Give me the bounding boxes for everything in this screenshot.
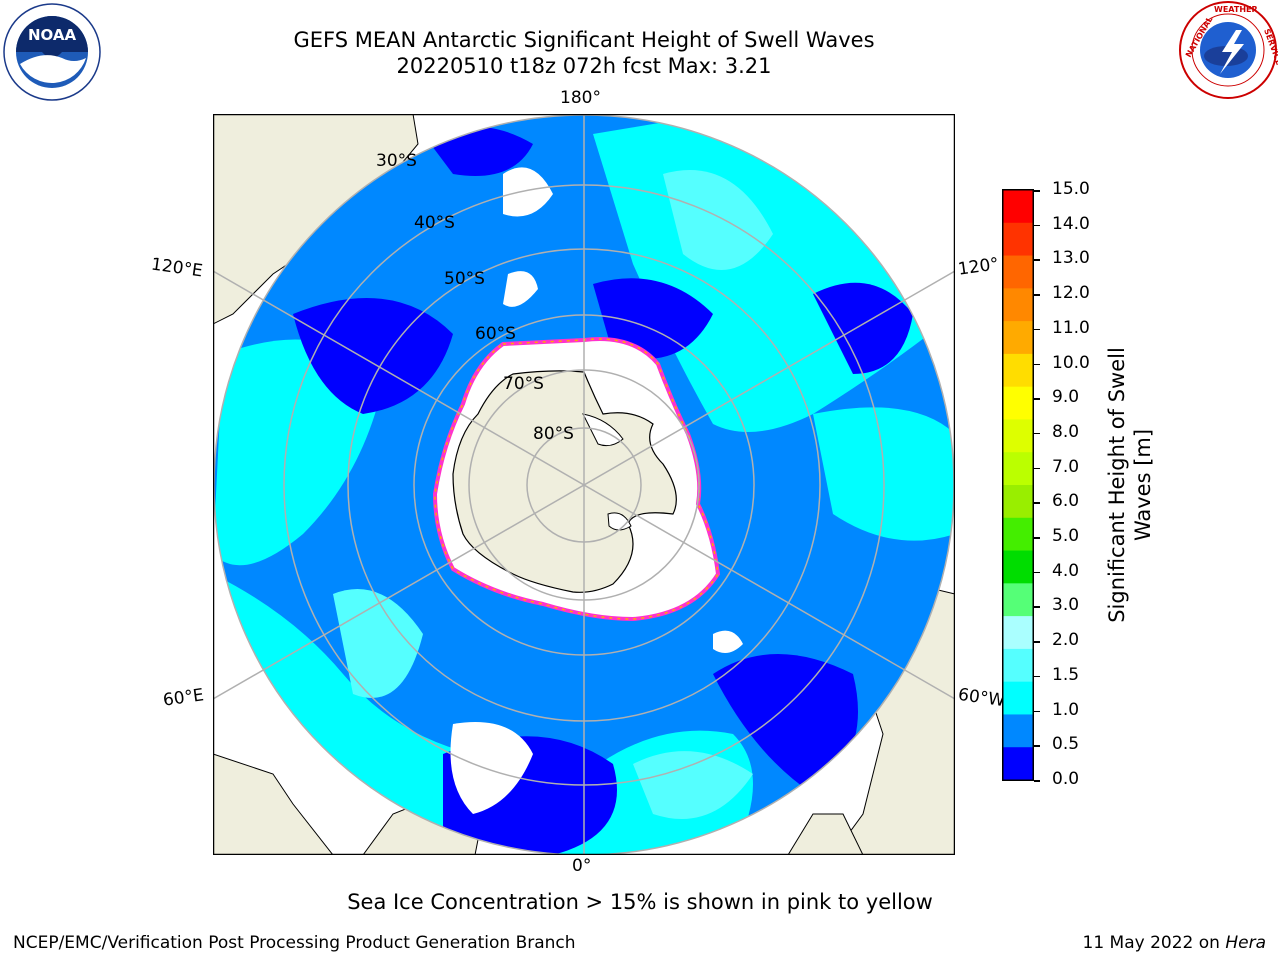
footer-credit: NCEP/EMC/Verification Post Processing Pr…	[13, 933, 576, 953]
colorbar-segment	[1003, 616, 1033, 650]
colorbar-tick-mark	[1034, 467, 1040, 470]
colorbar-segment	[1003, 747, 1033, 781]
colorbar-tick-label: 13.0	[1052, 248, 1090, 269]
colorbar-segment	[1003, 190, 1033, 224]
lat-label-30s: 30°S	[376, 151, 417, 171]
chart-title: GEFS MEAN Antarctic Significant Height o…	[293, 28, 875, 52]
colorbar-tick-mark	[1034, 571, 1040, 574]
colorbar-tick-label: 9.0	[1052, 387, 1080, 408]
footer-host: Hera	[1225, 933, 1266, 953]
colorbar-segment	[1003, 714, 1033, 748]
lat-label-40s: 40°S	[414, 213, 455, 233]
swell-height-map	[213, 114, 955, 855]
footer-date-text: 11 May 2022 on	[1082, 933, 1226, 953]
colorbar-tick-label: 4.0	[1052, 560, 1080, 581]
colorbar-segment	[1003, 485, 1033, 519]
colorbar-tick-label: 3.0	[1052, 595, 1080, 616]
lat-label-80s: 80°S	[533, 424, 574, 444]
colorbar-tick-mark	[1034, 641, 1040, 643]
colorbar-tick-mark	[1034, 780, 1040, 782]
colorbar-tick-label: 14.0	[1052, 213, 1090, 234]
colorbar-tick-mark	[1034, 675, 1040, 678]
lat-label-50s: 50°S	[444, 269, 485, 289]
footer-date: 11 May 2022 on Hera	[1083, 933, 1267, 953]
colorbar-title-line1: Significant Height of Swell	[1105, 347, 1129, 623]
colorbar-tick-mark	[1034, 190, 1040, 192]
colorbar-segment	[1003, 452, 1033, 486]
colorbar-tick-mark	[1034, 606, 1040, 608]
noaa-logo: NOAA	[3, 3, 101, 101]
colorbar-tick-label: 5.0	[1052, 526, 1080, 547]
colorbar-tick-mark	[1034, 432, 1040, 435]
chart-subtitle: 20220510 t18z 072h fcst Max: 3.21	[396, 54, 772, 78]
colorbar	[1002, 189, 1034, 781]
colorbar-tick-label: 2.0	[1052, 630, 1080, 651]
colorbar-segment	[1003, 648, 1033, 683]
lon-label-0: 0°	[572, 856, 592, 876]
colorbar-segment	[1003, 550, 1033, 584]
colorbar-tick-label: 0.5	[1052, 734, 1080, 755]
svg-text:WEATHER: WEATHER	[1214, 5, 1258, 14]
svg-text:NOAA: NOAA	[28, 26, 77, 44]
lon-label-180: 180°	[560, 88, 601, 108]
colorbar-segment	[1003, 419, 1033, 453]
lat-label-70s: 70°S	[503, 374, 544, 394]
sea-ice-caption: Sea Ice Concentration > 15% is shown in …	[347, 890, 933, 914]
colorbar-segment	[1003, 321, 1033, 355]
colorbar-tick-mark	[1034, 502, 1040, 504]
colorbar-tick-label: 1.0	[1052, 699, 1080, 720]
colorbar-tick-mark	[1034, 398, 1040, 400]
colorbar-tick-mark	[1034, 745, 1040, 747]
colorbar-tick-mark	[1034, 363, 1040, 366]
lon-label-120w: 120°	[956, 254, 1001, 280]
colorbar-tick-label: 1.5	[1052, 664, 1080, 685]
colorbar-tick-label: 6.0	[1052, 491, 1080, 512]
colorbar-tick-label: 12.0	[1052, 283, 1090, 304]
lat-label-60s: 60°S	[475, 324, 516, 344]
colorbar-tick-label: 8.0	[1052, 421, 1080, 442]
colorbar-title-line2: Waves [m]	[1131, 428, 1155, 542]
colorbar-tick-label: 11.0	[1052, 317, 1090, 338]
colorbar-tick-label: 0.0	[1052, 769, 1080, 789]
colorbar-tick-label: 10.0	[1052, 352, 1090, 373]
colorbar-tick-mark	[1034, 294, 1040, 296]
lon-label-60w: 60°W	[956, 684, 1007, 712]
colorbar-segment	[1003, 288, 1033, 322]
colorbar-tick-mark	[1034, 328, 1040, 331]
colorbar-tick-mark	[1034, 259, 1040, 261]
colorbar-segment	[1003, 517, 1033, 552]
colorbar-segment	[1003, 222, 1033, 257]
colorbar-segment	[1003, 255, 1033, 289]
nws-logo: NATIONAL WEATHER SERVICE	[1179, 1, 1278, 99]
colorbar-segment	[1003, 583, 1033, 617]
colorbar-tick-label: 15.0	[1052, 179, 1090, 199]
lon-label-120e: 120°E	[149, 254, 204, 282]
colorbar-tick-mark	[1034, 710, 1040, 713]
colorbar-tick-mark	[1034, 224, 1040, 227]
colorbar-segment	[1003, 353, 1033, 388]
colorbar-segment	[1003, 386, 1033, 420]
colorbar-tick-mark	[1034, 537, 1040, 539]
lon-label-60e: 60°E	[161, 685, 206, 711]
colorbar-tick-label: 7.0	[1052, 456, 1080, 477]
colorbar-segment	[1003, 681, 1033, 715]
